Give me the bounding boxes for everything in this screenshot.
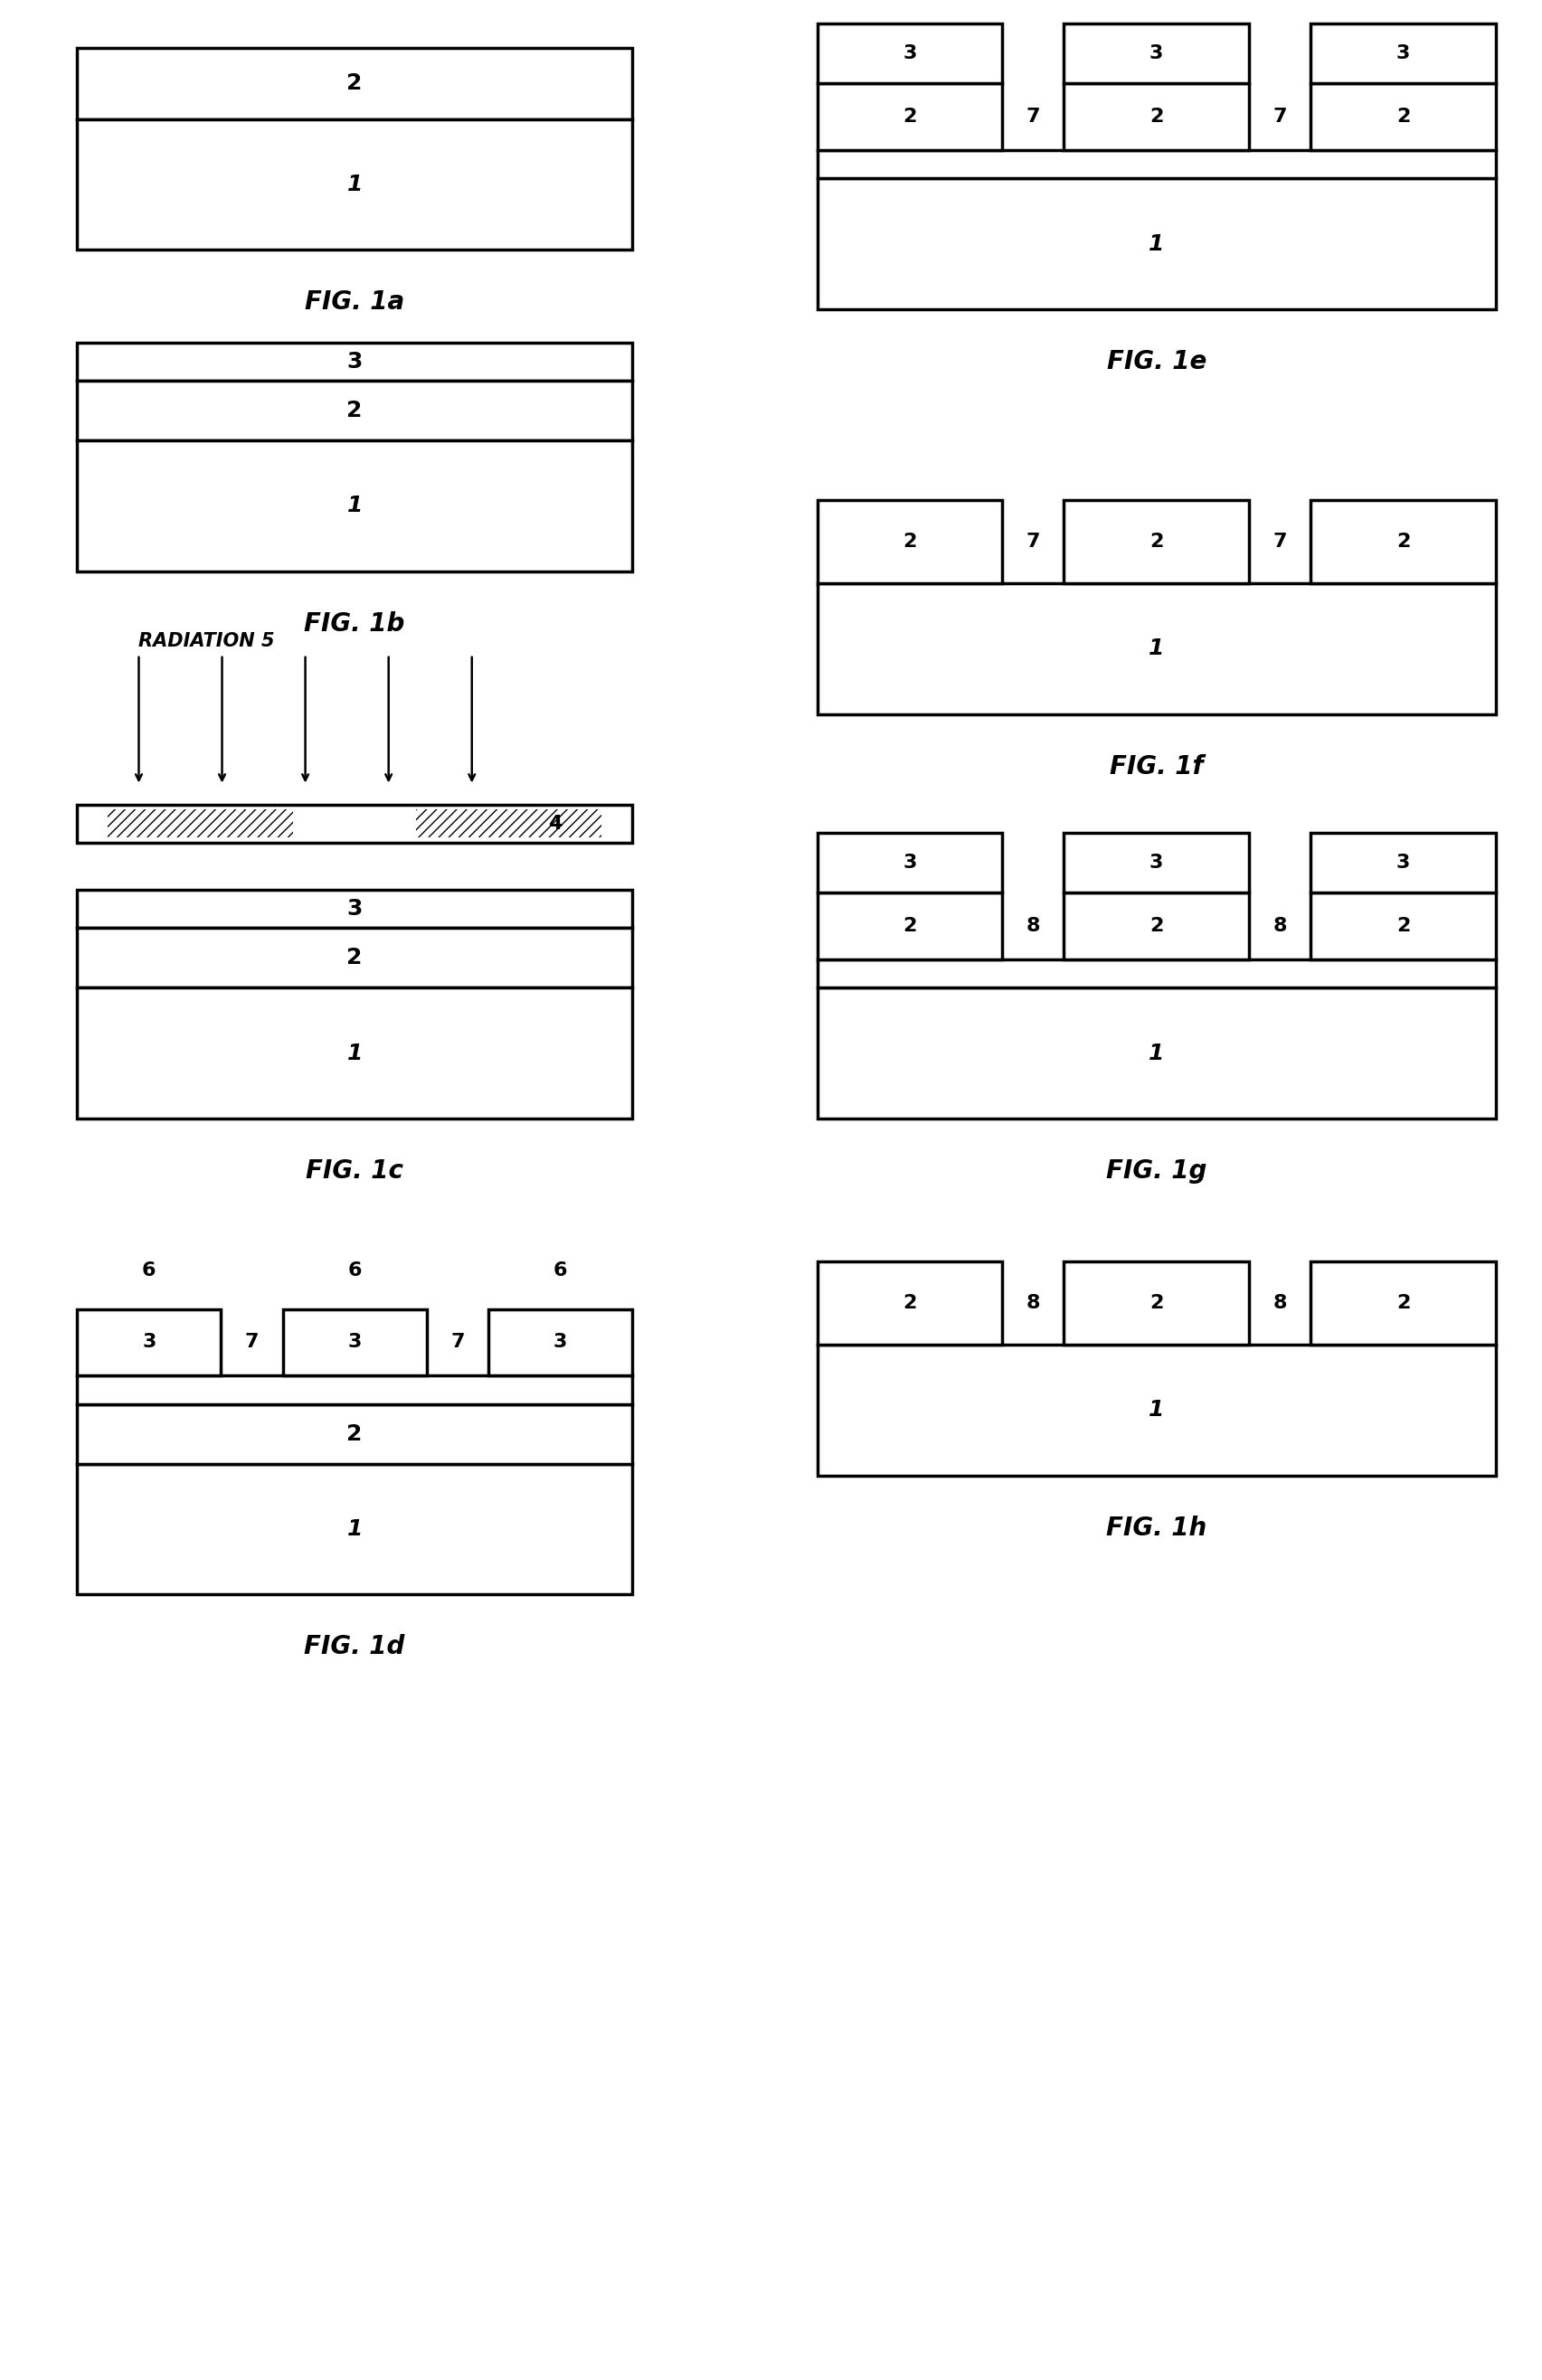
- Bar: [77, 48, 632, 119]
- Text: 2: 2: [1396, 1295, 1411, 1311]
- Bar: [77, 890, 632, 928]
- Text: 2: 2: [347, 400, 362, 421]
- Bar: [817, 959, 1496, 988]
- Bar: [77, 1404, 632, 1464]
- Text: 2: 2: [347, 71, 362, 95]
- Text: 1: 1: [1149, 1042, 1164, 1064]
- Text: FIG. 1g: FIG. 1g: [1106, 1159, 1207, 1183]
- Bar: [77, 928, 632, 988]
- Text: 1: 1: [347, 1042, 362, 1064]
- Text: 2: 2: [1396, 533, 1411, 550]
- Text: 7: 7: [1272, 107, 1288, 126]
- Bar: [817, 1345, 1496, 1476]
- Text: FIG. 1c: FIG. 1c: [305, 1159, 404, 1183]
- Text: 7: 7: [1025, 533, 1041, 550]
- Text: 8: 8: [1272, 1295, 1288, 1311]
- Text: 1: 1: [1149, 638, 1164, 659]
- Text: 3: 3: [347, 897, 362, 921]
- Text: 7: 7: [1025, 107, 1041, 126]
- Bar: [282, 1309, 427, 1376]
- Bar: [1311, 24, 1496, 83]
- Text: 1: 1: [347, 174, 362, 195]
- Bar: [817, 583, 1496, 714]
- Bar: [817, 892, 1002, 959]
- Bar: [1311, 833, 1496, 892]
- Bar: [77, 119, 632, 250]
- Bar: [77, 1376, 632, 1404]
- Text: FIG. 1d: FIG. 1d: [304, 1635, 406, 1659]
- Text: 1: 1: [347, 1518, 362, 1540]
- Bar: [77, 343, 632, 381]
- Bar: [77, 988, 632, 1119]
- Text: 6: 6: [554, 1261, 567, 1280]
- Bar: [1311, 500, 1496, 583]
- Text: 3: 3: [1396, 854, 1411, 871]
- Bar: [817, 500, 1002, 583]
- Bar: [1064, 1261, 1249, 1345]
- Bar: [77, 1309, 221, 1376]
- Text: 3: 3: [347, 1333, 362, 1352]
- Bar: [1311, 1261, 1496, 1345]
- Bar: [817, 988, 1496, 1119]
- Text: 3: 3: [1149, 45, 1164, 62]
- Text: 8: 8: [1272, 916, 1288, 935]
- Text: 3: 3: [1396, 45, 1411, 62]
- Bar: [1064, 24, 1249, 83]
- Bar: [1311, 83, 1496, 150]
- Text: 6: 6: [142, 1261, 156, 1280]
- Bar: [817, 24, 1002, 83]
- Text: 2: 2: [1149, 916, 1164, 935]
- Bar: [77, 1464, 632, 1595]
- Bar: [817, 150, 1496, 178]
- Text: 7: 7: [245, 1333, 259, 1352]
- Bar: [1064, 500, 1249, 583]
- Bar: [1064, 833, 1249, 892]
- Bar: [1064, 83, 1249, 150]
- Text: 4: 4: [547, 814, 563, 833]
- Text: FIG. 1f: FIG. 1f: [1110, 754, 1203, 778]
- Bar: [77, 804, 632, 843]
- Text: RADIATION 5: RADIATION 5: [139, 631, 274, 650]
- Text: 2: 2: [1396, 916, 1411, 935]
- Bar: [108, 809, 293, 838]
- Text: 3: 3: [142, 1333, 156, 1352]
- Text: 7: 7: [1272, 533, 1288, 550]
- Text: 2: 2: [902, 1295, 917, 1311]
- Bar: [817, 1261, 1002, 1345]
- Text: 3: 3: [902, 854, 917, 871]
- Text: FIG. 1h: FIG. 1h: [1106, 1516, 1207, 1540]
- Text: 8: 8: [1025, 1295, 1041, 1311]
- Bar: [817, 178, 1496, 309]
- Bar: [77, 381, 632, 440]
- Bar: [489, 1309, 632, 1376]
- Text: 2: 2: [902, 916, 917, 935]
- Bar: [817, 83, 1002, 150]
- Text: 3: 3: [1149, 854, 1164, 871]
- Text: 6: 6: [347, 1261, 362, 1280]
- Text: FIG. 1a: FIG. 1a: [305, 290, 404, 314]
- Text: 2: 2: [1149, 533, 1164, 550]
- Text: 8: 8: [1025, 916, 1041, 935]
- Text: 2: 2: [347, 1423, 362, 1445]
- Text: 1: 1: [347, 495, 362, 516]
- Text: FIG. 1e: FIG. 1e: [1107, 350, 1206, 374]
- Text: 3: 3: [554, 1333, 567, 1352]
- Text: 1: 1: [1149, 233, 1164, 255]
- Bar: [1311, 892, 1496, 959]
- Bar: [416, 809, 601, 838]
- Bar: [817, 833, 1002, 892]
- Text: 3: 3: [347, 350, 362, 374]
- Bar: [77, 440, 632, 571]
- Text: 2: 2: [1149, 107, 1164, 126]
- Text: 7: 7: [450, 1333, 464, 1352]
- Text: 2: 2: [902, 107, 917, 126]
- Text: FIG. 1b: FIG. 1b: [304, 612, 406, 635]
- Text: 2: 2: [1149, 1295, 1164, 1311]
- Text: 2: 2: [1396, 107, 1411, 126]
- Text: 3: 3: [902, 45, 917, 62]
- Text: 2: 2: [347, 947, 362, 969]
- Text: 2: 2: [902, 533, 917, 550]
- Text: 1: 1: [1149, 1399, 1164, 1421]
- Bar: [1064, 892, 1249, 959]
